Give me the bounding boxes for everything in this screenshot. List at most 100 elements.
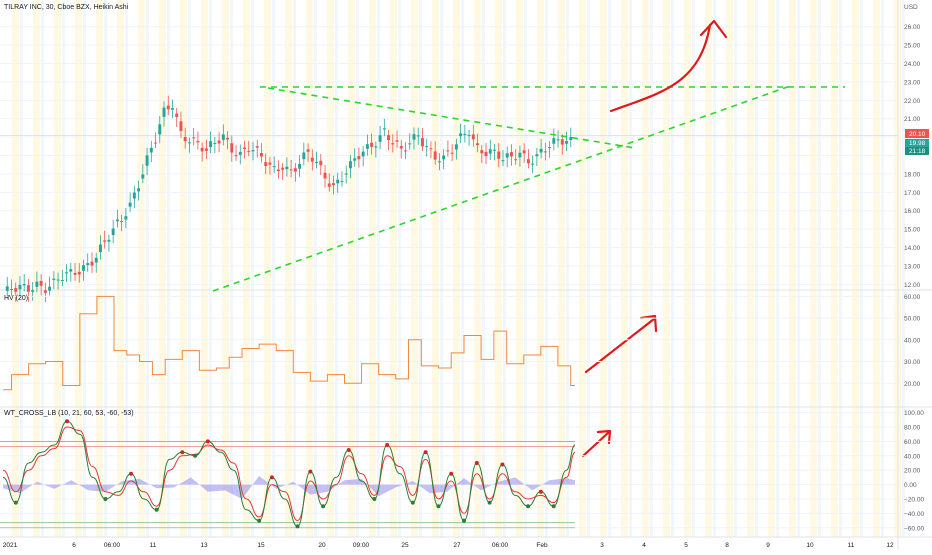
candle-body bbox=[374, 146, 378, 148]
hv-tick-label: 30.00 bbox=[904, 359, 921, 366]
candle-body bbox=[548, 147, 552, 149]
candle-body bbox=[556, 139, 560, 141]
session-band bbox=[860, 0, 863, 537]
candle-body bbox=[463, 134, 467, 136]
candle-body bbox=[340, 181, 344, 183]
candle-body bbox=[26, 285, 30, 292]
session-band bbox=[566, 0, 569, 537]
candle-body bbox=[43, 290, 47, 293]
price-tick-label: 15.00 bbox=[904, 227, 921, 234]
candle-body bbox=[404, 150, 408, 152]
session-band bbox=[818, 0, 821, 537]
x-tick-label: 6 bbox=[72, 542, 76, 549]
session-band bbox=[12, 0, 19, 537]
wt1-line bbox=[2, 420, 576, 527]
x-tick-label: 09:00 bbox=[353, 542, 370, 549]
y-axis: 26.00 25.00 24.00 23.00 22.00 21.00 18.00 17.00… bbox=[904, 24, 924, 532]
candle-body bbox=[535, 154, 539, 157]
session-band bbox=[293, 0, 296, 537]
wt-tick-label: 60.00 bbox=[904, 439, 921, 446]
candle-body bbox=[298, 164, 302, 169]
session-band bbox=[503, 0, 506, 537]
price-tick-label: 14.00 bbox=[904, 245, 921, 252]
wt2-line bbox=[2, 426, 576, 522]
wt-cross-dot bbox=[487, 500, 492, 505]
wt-cross-dot bbox=[449, 471, 454, 476]
session-band bbox=[285, 0, 292, 537]
candle-body bbox=[565, 141, 569, 144]
price-tag-last: 20.10 bbox=[905, 129, 929, 138]
wt-cross-dot bbox=[321, 504, 326, 509]
candle-body bbox=[425, 146, 429, 148]
candle-body bbox=[221, 134, 225, 140]
session-band bbox=[629, 0, 632, 537]
session-band bbox=[713, 0, 716, 537]
session-band bbox=[873, 0, 880, 537]
session-band bbox=[558, 0, 565, 537]
x-tick-label: 27 bbox=[453, 542, 461, 549]
candle-body bbox=[154, 142, 158, 144]
hv-tick-label: 60.00 bbox=[904, 294, 921, 301]
candle-body bbox=[493, 149, 496, 151]
candle-body bbox=[514, 159, 518, 161]
session-band bbox=[810, 0, 817, 537]
candle-body bbox=[285, 166, 289, 170]
candle-body bbox=[137, 188, 141, 192]
wt-label[interactable]: WT_CROSS_LB (10, 21, 60, 53, -60, -53) bbox=[4, 410, 134, 417]
session-band bbox=[432, 0, 439, 537]
hv-tick-label: 40.00 bbox=[904, 337, 921, 344]
candle-body bbox=[73, 272, 77, 275]
candle-body bbox=[238, 151, 242, 155]
price-tag-current: 19.98 bbox=[905, 139, 929, 147]
candle-body bbox=[158, 124, 162, 135]
candle-body bbox=[327, 183, 331, 187]
price-tick-label: 26.00 bbox=[904, 24, 921, 31]
candle-body bbox=[378, 135, 382, 142]
candle-body bbox=[268, 162, 272, 165]
candle-body bbox=[387, 135, 391, 141]
candle-body bbox=[433, 151, 437, 160]
session-band bbox=[684, 0, 691, 537]
wt-cross-dot bbox=[129, 471, 134, 476]
wt-cross-dot bbox=[180, 450, 185, 455]
wt-panel bbox=[0, 412, 898, 529]
hv-label[interactable]: HV (20) bbox=[4, 295, 28, 302]
wt-tick-label: 40.00 bbox=[904, 453, 921, 460]
candle-body bbox=[395, 140, 399, 142]
candle-body bbox=[141, 174, 145, 179]
candle-body bbox=[480, 150, 484, 154]
candle-body bbox=[531, 163, 535, 165]
candle-body bbox=[471, 134, 475, 140]
price-tag-last-text: 20.10 bbox=[909, 131, 926, 138]
annotation-arrows bbox=[581, 19, 728, 458]
hv-tick-label: 20.00 bbox=[904, 381, 921, 388]
session-band bbox=[902, 0, 905, 537]
wt-tick-label: 20.00 bbox=[904, 468, 921, 475]
candle-body bbox=[18, 284, 22, 290]
x-tick-label: 8 bbox=[725, 542, 729, 549]
candle-body bbox=[543, 151, 547, 153]
symbol-title[interactable]: TILRAY INC, 30, Cboe BZX, Heikin Ashi bbox=[4, 4, 129, 11]
candle-body bbox=[569, 137, 573, 141]
session-band bbox=[419, 0, 422, 537]
candle-body bbox=[408, 143, 412, 145]
candle-body bbox=[348, 161, 352, 169]
x-tick-label: 9 bbox=[766, 542, 770, 549]
candle-body bbox=[52, 278, 56, 280]
session-band bbox=[390, 0, 397, 537]
gridlines bbox=[0, 26, 898, 285]
wt-cross-dot bbox=[423, 450, 428, 455]
session-band bbox=[243, 0, 250, 537]
candle-body bbox=[69, 269, 73, 272]
price-tick-label: 13.00 bbox=[904, 263, 921, 270]
candle-body bbox=[467, 134, 471, 136]
candle-body bbox=[166, 105, 170, 110]
x-tick-label: 4 bbox=[642, 542, 646, 549]
session-band bbox=[251, 0, 254, 537]
candle-body bbox=[60, 279, 64, 281]
session-band bbox=[222, 0, 229, 537]
session-band bbox=[797, 0, 800, 537]
wt-cross-dot bbox=[436, 504, 441, 509]
currency-label[interactable]: USD bbox=[904, 4, 918, 11]
